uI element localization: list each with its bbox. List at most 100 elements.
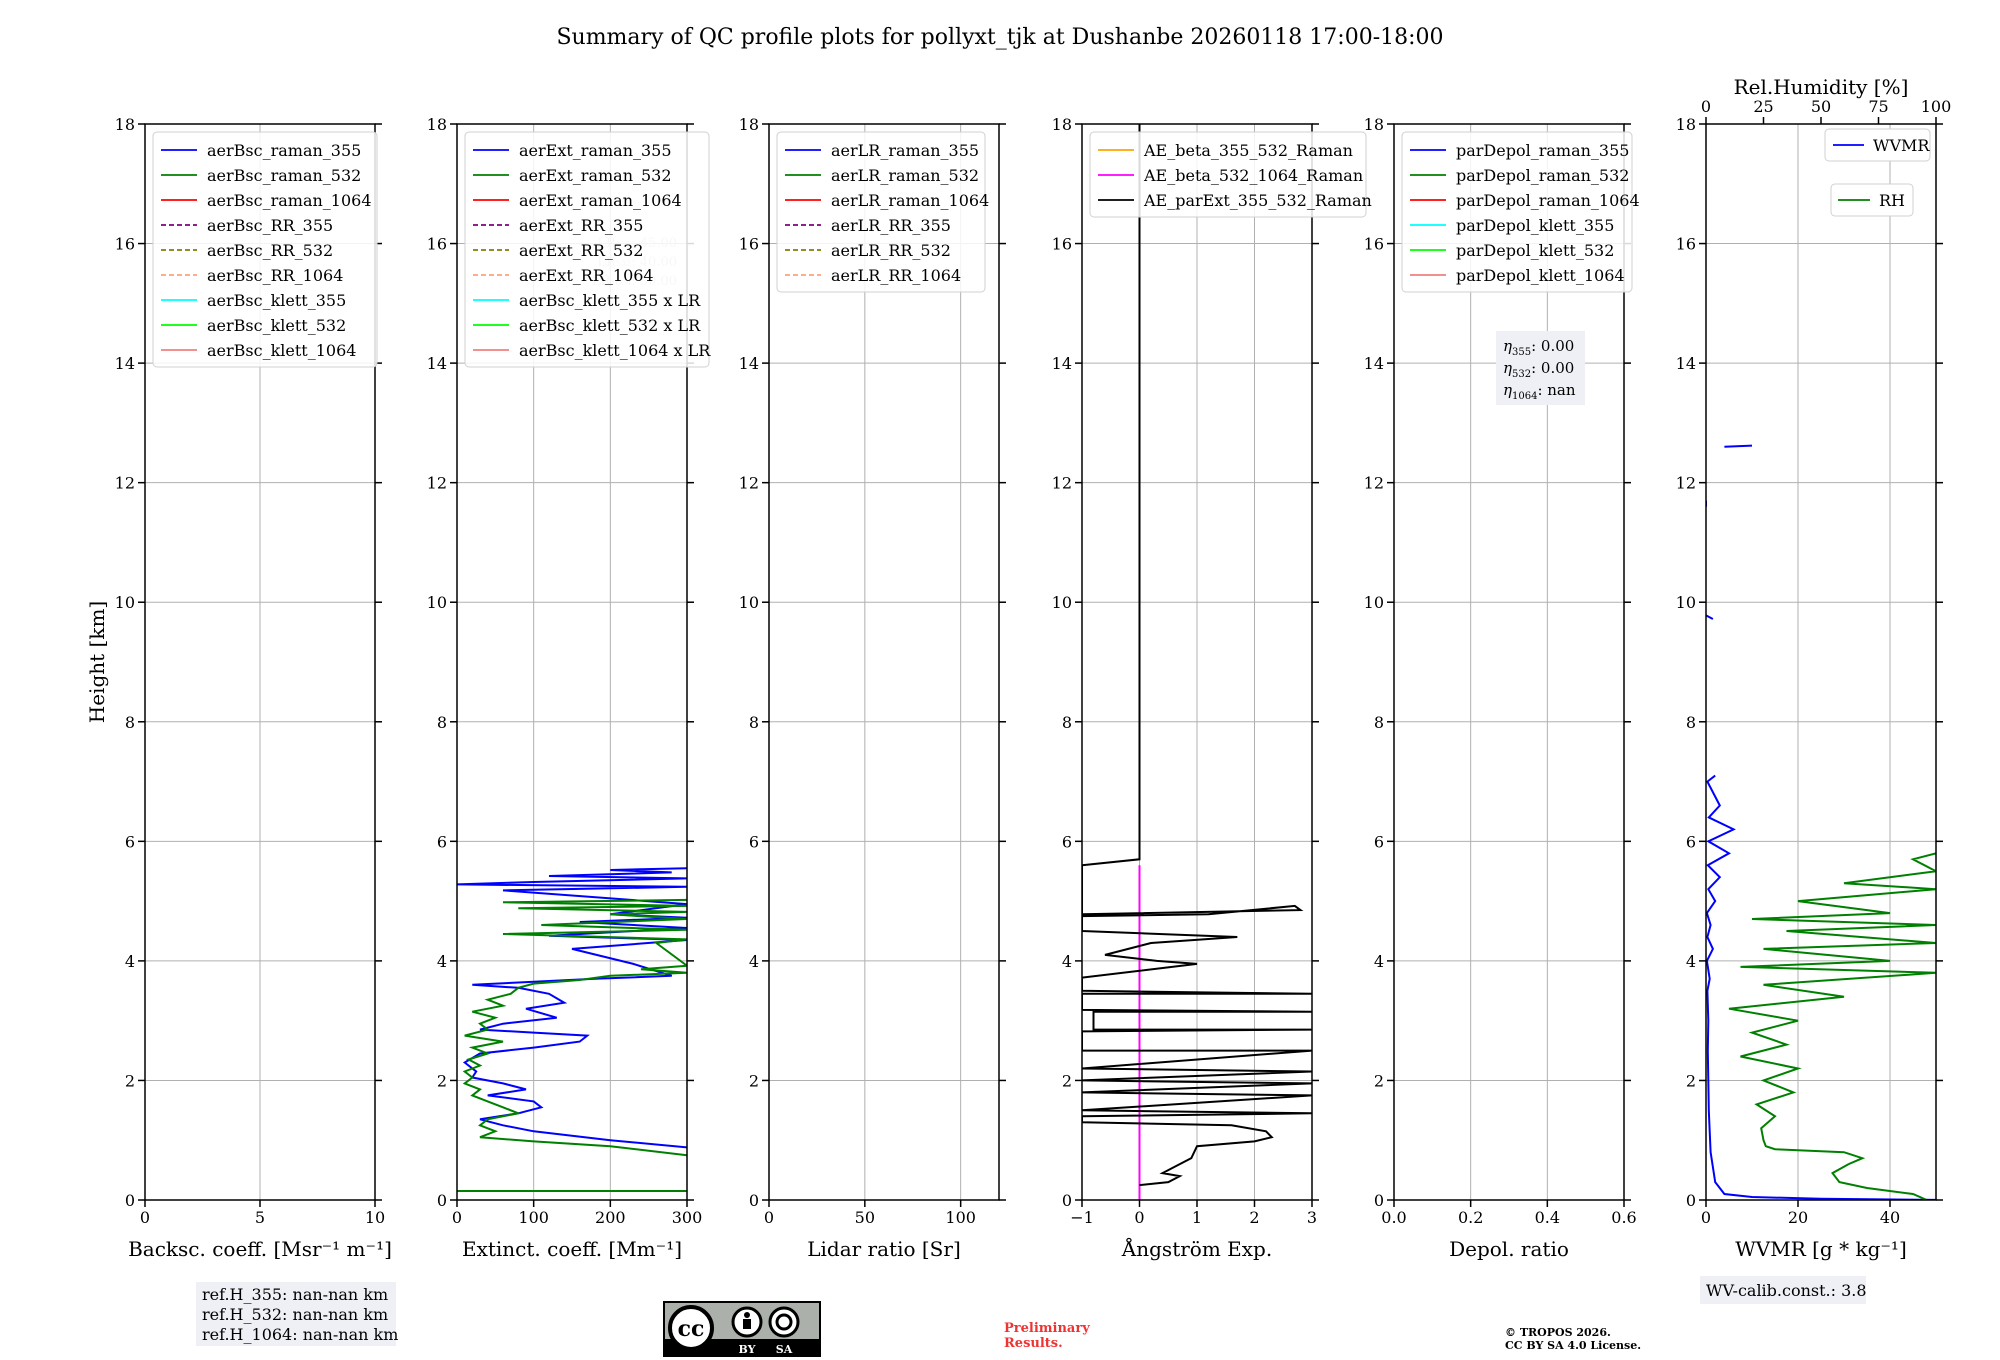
legend-label: aerBsc_RR_532 [207,241,333,260]
y-tick-label: 0 [437,1191,447,1210]
y-tick-label: 10 [1052,593,1072,612]
wv-box-bg [1700,1276,1866,1304]
legend-label: WVMR [1873,136,1930,155]
panel-1: 0 5 10 0 2 4 6 8 10 12 14 16 18 Backsc. coeff. [Msr⁻¹… [85,115,392,1261]
preliminary-label-2: Results. [1004,1336,1063,1351]
legend: parDepol_raman_355 parDepol_raman_532 parD… [1401,131,1640,293]
copyright-line-1: © TROPOS 2026. [1505,1326,1611,1339]
y-tick-label: 6 [1062,832,1072,851]
y-tick-label: 14 [427,354,447,373]
legend-box [1830,183,1914,217]
legend-label: aerBsc_klett_532 x LR [519,316,701,335]
series-line-WVMR_upper3 [1724,444,1753,448]
series-group [457,867,687,1192]
y-tick-label: 4 [1686,952,1696,971]
y-tick-label: 6 [1686,832,1696,851]
y-tick-label: 2 [1374,1071,1384,1090]
y-tick-label: 2 [125,1071,135,1090]
x-tick-label: 0.6 [1611,1208,1636,1227]
x-axis-label: Extinct. coeff. [Mm⁻¹] [462,1237,682,1261]
legend-label: aerBsc_klett_1064 [207,341,356,360]
y-tick-label: 4 [749,952,759,971]
legend-box [464,131,710,368]
panel-5: 0.0 0.2 0.4 0.6 0 2 4 6 8 10 12 14 16 18 Depol. ratio p… [1364,115,1640,1261]
y-tick-label: 12 [739,474,759,493]
x-tick-label: 1 [1192,1208,1202,1227]
panel-2: 0 100 200 300 0 2 4 6 8 10 12 14 16 18 Extinct. coeff.… [427,115,712,1261]
y-tick-label: 12 [427,474,447,493]
legend-label: parDepol_klett_1064 [1456,266,1625,285]
x-axis-label: Backsc. coeff. [Msr⁻¹ m⁻¹] [128,1237,392,1261]
wv-calib-box: WV-calib.const.: 3.8 [1700,1276,1867,1304]
ref-height-line: ref.H_532: nan-nan km [202,1305,388,1324]
legend-label: aerLR_raman_355 [831,141,979,160]
x-tick-label: 2 [1249,1208,1259,1227]
legend-label: aerBsc_raman_1064 [207,191,372,210]
y-tick-label: 14 [1364,354,1384,373]
legend-label: aerExt_raman_1064 [519,191,682,210]
x-tick-label: −1 [1070,1208,1094,1227]
ref-height-line: ref.H_355: nan-nan km [202,1285,388,1304]
y-tick-label: 8 [125,713,135,732]
legend-box [776,131,986,293]
legend-label: aerLR_RR_355 [831,216,951,235]
legend-label: aerLR_RR_532 [831,241,951,260]
y-tick-label: 10 [739,593,759,612]
x-tick-label: 0 [1701,1208,1711,1227]
y-tick-label: 16 [1676,235,1696,254]
series-group [1082,124,1312,1200]
y-tick-label: 14 [1052,354,1072,373]
legend-label: parDepol_raman_355 [1456,141,1629,160]
y-tick-label: 4 [125,952,135,971]
y-tick-label: 16 [739,235,759,254]
legend-box [1089,131,1367,218]
cc-icon-text: cc [678,1316,705,1342]
legend-label: AE_parExt_355_532_Raman [1143,191,1372,210]
x-axis-label: Lidar ratio [Sr] [807,1237,961,1261]
top-axis-label: Rel.Humidity [%] [1734,75,1909,99]
preliminary-label-1: Preliminary [1004,1321,1090,1336]
y-axis-label: Height [km] [85,601,109,723]
legend-label: aerExt_RR_355 [519,216,643,235]
y-tick-label: 8 [749,713,759,732]
legend-label: aerBsc_klett_532 [207,316,346,335]
axes-frame [1705,123,1937,1201]
x-tick-label: 0 [764,1208,774,1227]
y-tick-label: 0 [125,1191,135,1210]
x-tick-label: 5 [255,1208,265,1227]
top-tick-label: 25 [1753,97,1773,116]
legend-label: parDepol_klett_355 [1456,216,1614,235]
eta-line: η532: 0.00 [1503,359,1574,380]
y-tick-label: 6 [749,832,759,851]
y-tick-label: 18 [1052,115,1072,134]
x-tick-label: 200 [595,1208,626,1227]
y-tick-label: 10 [427,593,447,612]
legend-label: aerBsc_klett_355 x LR [519,291,701,310]
legend-label: aerLR_raman_532 [831,166,979,185]
legend-label: parDepol_klett_532 [1456,241,1614,260]
cc-icon [668,1305,714,1351]
y-tick-label: 2 [1062,1071,1072,1090]
axes-frame [456,123,688,1201]
x-tick-label: 40 [1880,1208,1900,1227]
legend-label: AE_beta_355_532_Raman [1143,141,1353,160]
legend-label: parDepol_raman_532 [1456,166,1629,185]
sa-icon [768,1306,800,1338]
y-tick-label: 18 [1676,115,1696,134]
y-tick-label: 0 [1374,1191,1384,1210]
legend-label: aerBsc_RR_1064 [207,266,343,285]
y-tick-label: 14 [115,354,135,373]
y-tick-label: 4 [1062,952,1072,971]
x-tick-label: 20 [1788,1208,1808,1227]
y-tick-label: 16 [115,235,135,254]
eta-line: η355: 0.00 [1503,337,1574,358]
x-tick-label: 0.0 [1381,1208,1406,1227]
y-tick-label: 12 [115,474,135,493]
y-tick-label: 12 [1052,474,1072,493]
y-tick-label: 18 [427,115,447,134]
y-tick-label: 14 [739,354,759,373]
legend-wvmr: WVMR [1824,128,1931,162]
eta-symbol: η [1503,359,1512,377]
legend-label: aerBsc_klett_355 [207,291,346,310]
